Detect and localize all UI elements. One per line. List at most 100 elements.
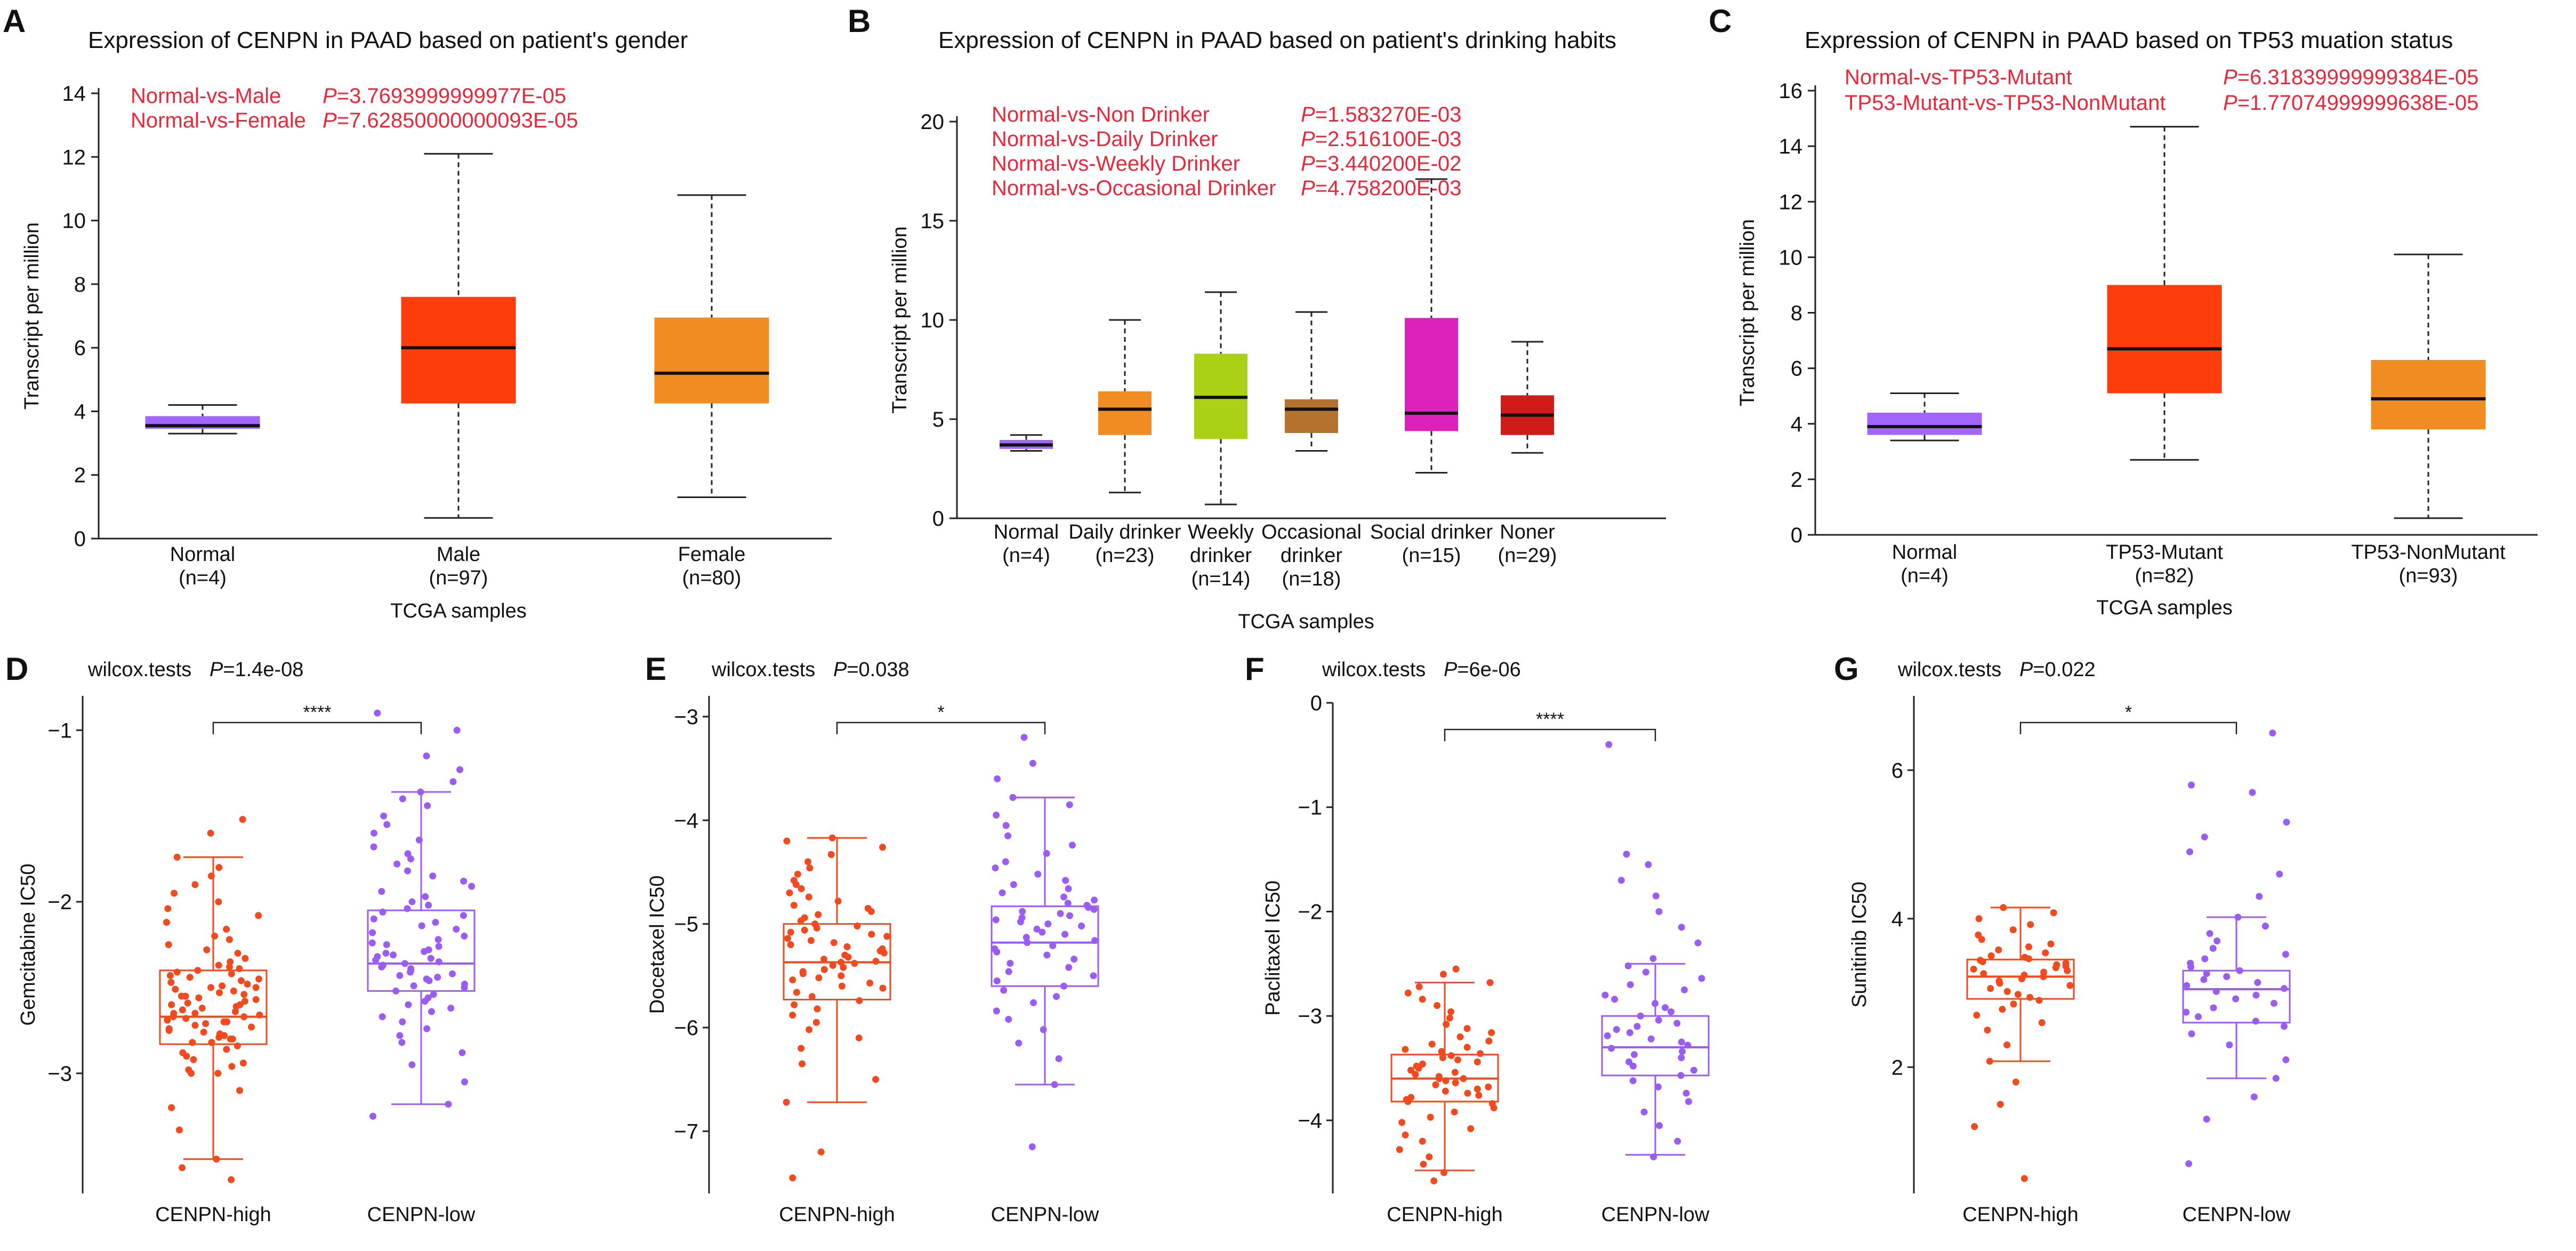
data-point — [1997, 1101, 2004, 1108]
data-point — [993, 977, 1001, 985]
data-point — [883, 933, 891, 940]
chart-title: Expression of CENPN in PAAD based on TP5… — [1805, 27, 2453, 53]
data-point — [186, 974, 194, 981]
data-point — [449, 970, 456, 977]
data-point — [808, 993, 816, 1000]
y-axis-label: Transcript per million — [889, 226, 911, 413]
box-0 — [1000, 434, 1053, 452]
annotation-label: Normal-vs-Male — [131, 84, 281, 108]
data-point — [864, 904, 872, 912]
data-point — [801, 914, 808, 921]
y-tick-label: −3 — [1298, 1005, 1322, 1028]
data-point — [179, 1164, 186, 1172]
data-point — [1995, 977, 2003, 985]
data-point — [1396, 1146, 1403, 1153]
data-point — [2183, 1008, 2190, 1016]
data-point — [829, 961, 836, 969]
data-point — [207, 829, 214, 837]
y-tick-label: 10 — [921, 309, 945, 332]
y-axis-label: Paclitaxel IC50 — [1262, 880, 1284, 1015]
data-point — [1007, 959, 1014, 967]
data-point — [223, 926, 230, 933]
data-point — [1442, 1077, 1450, 1085]
data-point — [1023, 934, 1030, 941]
data-point — [2234, 913, 2242, 921]
data-point — [190, 1056, 197, 1063]
data-point — [453, 926, 460, 933]
data-point — [1677, 1072, 1685, 1079]
significance-bracket — [2019, 721, 2237, 734]
data-point — [784, 935, 792, 942]
data-point — [458, 1049, 466, 1056]
category-label: Noner — [1500, 521, 1555, 543]
significance-bracket — [836, 721, 1046, 734]
data-point — [1474, 1058, 1481, 1065]
data-point — [1070, 956, 1078, 963]
data-point — [252, 984, 260, 991]
data-point — [801, 926, 808, 934]
data-point — [1057, 910, 1064, 917]
data-point — [191, 1009, 199, 1017]
data-point — [789, 1174, 796, 1182]
data-point — [1430, 1177, 1438, 1185]
box-0 — [1966, 904, 2075, 1182]
data-point — [399, 1018, 406, 1025]
box-3 — [1285, 311, 1338, 452]
data-point — [227, 1035, 234, 1042]
data-point — [382, 950, 390, 957]
p-value: P=1.4e-08 — [210, 659, 303, 681]
box-body — [2371, 360, 2486, 430]
data-point — [230, 987, 237, 995]
y-tick-label: −4 — [674, 809, 698, 832]
category-label: TP53-Mutant — [2106, 541, 2223, 564]
data-point — [228, 1176, 235, 1183]
data-point — [841, 951, 849, 959]
y-tick-label: 20 — [921, 110, 945, 134]
data-point — [790, 877, 798, 884]
data-point — [2014, 991, 2022, 998]
data-point — [215, 898, 222, 905]
box-4 — [1405, 178, 1458, 474]
data-point — [872, 958, 880, 965]
data-point — [1463, 1025, 1471, 1032]
data-point — [1977, 957, 1984, 964]
data-point — [1040, 1026, 1047, 1033]
y-tick-label: −5 — [674, 913, 698, 936]
data-point — [202, 1020, 210, 1027]
y-tick-label: 5 — [932, 408, 944, 431]
data-point — [427, 955, 434, 962]
box-0 — [1867, 392, 1982, 442]
x-tick-label: CENPN-high — [779, 1204, 895, 1226]
p-value: P=0.038 — [833, 659, 909, 681]
category-count: (n=93) — [2399, 565, 2458, 587]
data-point — [2252, 991, 2260, 999]
data-point — [404, 867, 412, 875]
data-point — [236, 1001, 244, 1008]
panel-letter: E — [645, 651, 666, 687]
data-point — [2194, 1013, 2202, 1021]
category-label: Female — [678, 543, 746, 566]
data-point — [804, 858, 811, 865]
data-point — [838, 972, 845, 980]
data-point — [2252, 1017, 2259, 1025]
box-body — [1867, 412, 1982, 435]
category-label: Weekly — [1188, 521, 1254, 543]
box-body — [401, 296, 516, 404]
data-point — [1033, 925, 1041, 933]
data-point — [223, 1046, 230, 1053]
data-point — [1413, 1062, 1420, 1070]
annotation-label: Normal-vs-Female — [131, 109, 306, 132]
data-point — [239, 816, 246, 823]
data-point — [2232, 995, 2240, 1003]
data-point — [2050, 909, 2057, 917]
data-point — [811, 920, 819, 928]
data-point — [1629, 1062, 1637, 1070]
box-chart-a: A Expression of CENPN in PAAD based on pa… — [3, 3, 832, 622]
data-point — [1015, 1039, 1023, 1047]
data-point — [2053, 961, 2060, 968]
data-point — [2010, 1000, 2017, 1008]
data-point — [856, 997, 863, 1004]
data-point — [1673, 1020, 1681, 1027]
data-point — [790, 902, 798, 909]
data-point — [244, 980, 251, 988]
